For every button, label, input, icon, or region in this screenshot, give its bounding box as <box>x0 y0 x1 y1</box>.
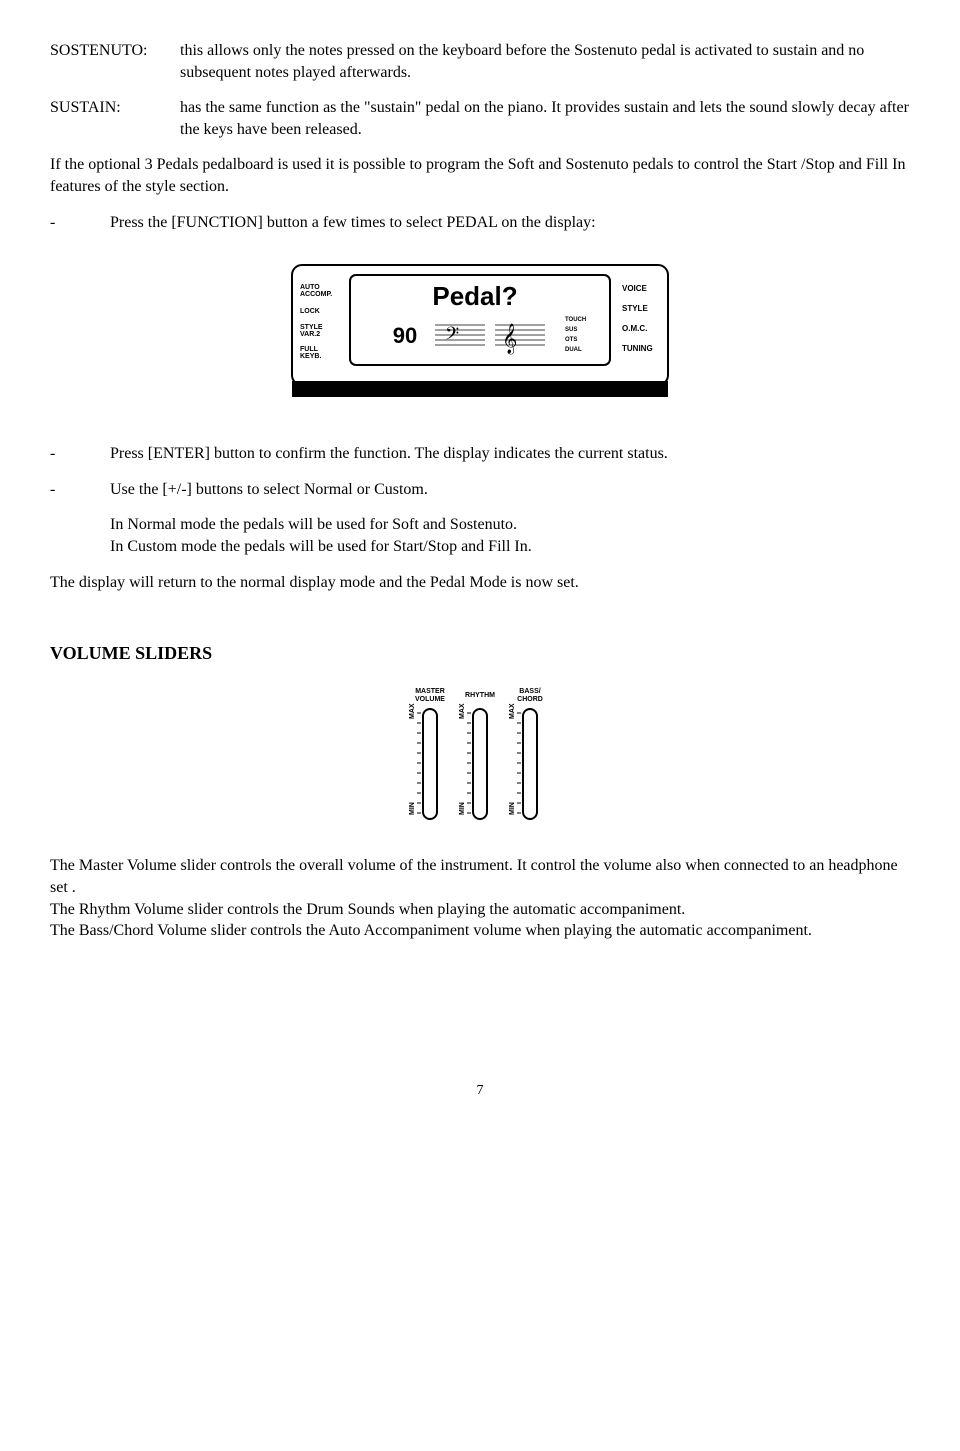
svg-text:STYLEVAR.2: STYLEVAR.2 <box>300 324 323 338</box>
definition-body: this allows only the notes pressed on th… <box>180 40 910 83</box>
svg-text:𝄞: 𝄞 <box>502 323 517 355</box>
svg-text:DUAL: DUAL <box>565 347 582 353</box>
svg-text:O.M.C.: O.M.C. <box>622 324 647 333</box>
svg-text:VOICE: VOICE <box>622 284 648 293</box>
svg-text:MAX: MAX <box>509 704 516 720</box>
svg-text:90: 90 <box>393 323 417 348</box>
svg-text:MAX: MAX <box>459 704 466 720</box>
page-number: 7 <box>50 1082 910 1101</box>
return-note: The display will return to the normal di… <box>50 572 910 594</box>
svg-text:SUS: SUS <box>565 327 577 333</box>
svg-text:BASS/CHORD: BASS/CHORD <box>517 688 543 703</box>
step-2-text: Press [ENTER] button to confirm the func… <box>110 443 910 465</box>
svg-text:RHYTHM: RHYTHM <box>465 692 495 699</box>
sliders-p1: The Master Volume slider controls the ov… <box>50 855 910 898</box>
svg-text:MASTERVOLUME: MASTERVOLUME <box>415 688 445 703</box>
mode-normal-line: In Normal mode the pedals will be used f… <box>110 514 910 536</box>
sliders-p3: The Bass/Chord Volume slider controls th… <box>50 920 910 942</box>
definition-sostenuto: SOSTENUTO: this allows only the notes pr… <box>50 40 910 83</box>
bullet-dash: - <box>50 443 110 465</box>
step-1-text: Press the [FUNCTION] button a few times … <box>110 212 910 234</box>
volume-sliders-heading: VOLUME SLIDERS <box>50 641 910 665</box>
display-panel-illustration: Pedal? 90 𝄢 𝄞 AUTOACCOMP. LOCK STYLEVAR.… <box>290 263 670 403</box>
svg-text:𝄢: 𝄢 <box>445 323 459 348</box>
svg-text:TUNING: TUNING <box>622 344 653 353</box>
volume-sliders-illustration: MASTERVOLUME RHYTHM BASS/CHORD MAX MIN M… <box>395 683 565 833</box>
svg-text:Pedal?: Pedal? <box>432 281 517 311</box>
svg-text:LOCK: LOCK <box>300 308 320 315</box>
svg-text:MIN: MIN <box>509 803 516 816</box>
bullet-dash: - <box>50 212 110 234</box>
definition-body: has the same function as the "sustain" p… <box>180 97 910 140</box>
pedalboard-note: If the optional 3 Pedals pedalboard is u… <box>50 154 910 197</box>
step-3-text: Use the [+/-] buttons to select Normal o… <box>110 479 910 501</box>
svg-text:MIN: MIN <box>459 803 466 816</box>
definition-sustain: SUSTAIN: has the same function as the "s… <box>50 97 910 140</box>
step-1: - Press the [FUNCTION] button a few time… <box>50 212 910 234</box>
definition-term: SOSTENUTO: <box>50 40 180 83</box>
mode-custom-line: In Custom mode the pedals will be used f… <box>110 536 910 558</box>
svg-text:STYLE: STYLE <box>622 304 648 313</box>
svg-text:TOUCH: TOUCH <box>565 317 586 323</box>
definition-term: SUSTAIN: <box>50 97 180 140</box>
step-2: - Press [ENTER] button to confirm the fu… <box>50 443 910 465</box>
step-3: - Use the [+/-] buttons to select Normal… <box>50 479 910 501</box>
svg-text:MIN: MIN <box>409 803 416 816</box>
svg-text:OTS: OTS <box>565 337 577 343</box>
bullet-dash: - <box>50 479 110 501</box>
svg-text:MAX: MAX <box>409 704 416 720</box>
sliders-p2: The Rhythm Volume slider controls the Dr… <box>50 899 910 921</box>
